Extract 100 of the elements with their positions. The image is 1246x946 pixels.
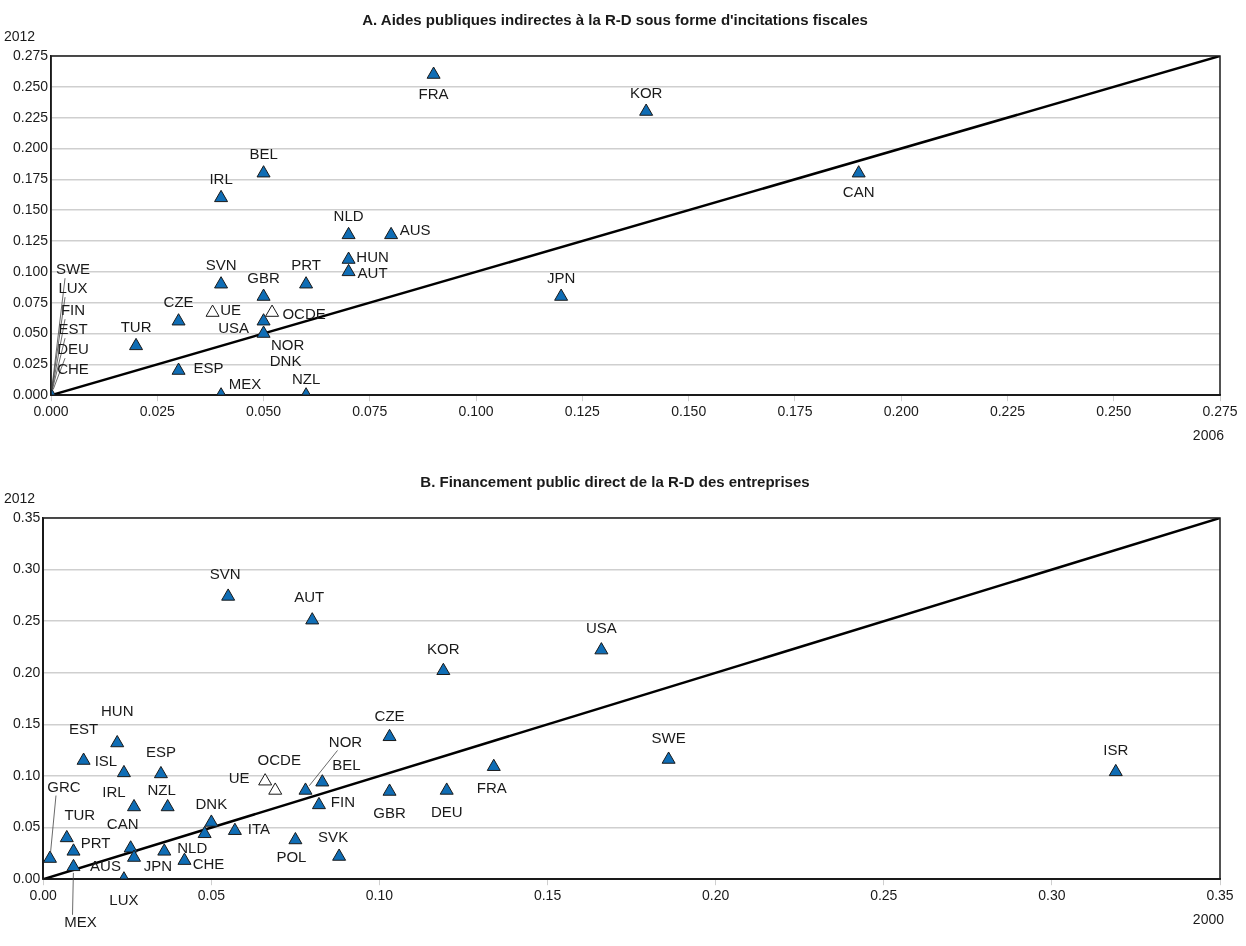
x-tick-label: 0.20 (702, 887, 730, 904)
annotation: DEU (57, 340, 89, 358)
annotation: KOR (629, 83, 663, 101)
y-tick-label: 0.100 (12, 262, 49, 279)
annotation: SVN (205, 256, 237, 274)
annotation: KOR (427, 639, 460, 657)
y-tick-label: 0.30 (13, 560, 41, 577)
y-tick-label: 0.150 (12, 201, 49, 218)
x-tick-label: 0.30 (1038, 887, 1066, 904)
x-tick-label: 0.25 (870, 887, 898, 904)
y-axis-title: 2012 (4, 489, 36, 506)
annotation: SVK (318, 827, 349, 845)
annotation: DEU (430, 802, 463, 820)
x-tick-label: 0.15 (533, 887, 562, 904)
y-tick-label: 0.000 (12, 386, 49, 403)
annotation: EST (58, 320, 88, 338)
x-tick-label: 0.000 (33, 403, 69, 420)
y-tick-label: 0.200 (12, 139, 49, 156)
annotation: SWE (651, 728, 686, 746)
x-axis-title: 2006 (1192, 427, 1225, 444)
annotation: BEL (332, 756, 361, 774)
annotation: CAN (842, 183, 875, 201)
annotation: OCDE (257, 750, 301, 768)
y-tick-label: 0.00 (13, 870, 41, 887)
y-axis-title: 2012 (4, 27, 36, 44)
annotation: AUS (399, 220, 431, 238)
annotation: PRT (80, 834, 111, 852)
y-tick-label: 0.05 (13, 818, 41, 835)
y-tick-label: 0.075 (12, 293, 49, 310)
annotation: FIN (60, 301, 86, 319)
x-tick-label: 0.125 (564, 403, 601, 420)
annotation: POL (276, 848, 307, 866)
x-tick-label: 0.275 (1202, 403, 1238, 420)
annotation: ISL (94, 752, 118, 770)
annotation: LUX (58, 279, 88, 297)
x-tick-label: 0.150 (671, 403, 707, 420)
x-tick-label: 0.025 (139, 403, 176, 420)
x-tick-label: 0.225 (989, 403, 1026, 420)
annotation: UE (220, 300, 241, 318)
y-tick-label: 0.275 (12, 46, 49, 63)
y-tick-label: 0.15 (13, 715, 41, 732)
annotation: HUN (356, 247, 389, 265)
chart-title: B. Financement public direct de la R-D des entreprises (420, 473, 810, 491)
y-tick-label: 0.050 (12, 324, 49, 341)
x-tick-label: 0.35 (1206, 887, 1234, 904)
chart-title: A. Aides publiques indirectes à la R-D sous forme d'incitations fiscales (362, 11, 868, 29)
x-tick-label: 0.075 (352, 403, 388, 420)
annotation: IRL (209, 169, 233, 187)
annotation: AUT (357, 264, 388, 281)
annotation: AUS (90, 856, 121, 874)
annotation: NOR (270, 335, 305, 353)
y-tick-label: 0.10 (13, 766, 41, 783)
annotation: ITA (247, 819, 271, 837)
annotation: AUT (294, 588, 325, 606)
annotation: MEX (228, 375, 262, 393)
annotation: NOR (328, 732, 363, 750)
y-tick-label: 0.35 (13, 508, 41, 525)
x-tick-label: 0.05 (197, 887, 226, 904)
y-tick-label: 0.25 (13, 612, 41, 629)
annotation: TUR (64, 806, 96, 824)
annotation: BEL (249, 145, 278, 163)
y-tick-label: 0.025 (12, 355, 49, 372)
annotation: EST (69, 719, 99, 737)
y-tick-label: 0.125 (12, 231, 49, 248)
annotation: DNK (269, 351, 302, 369)
x-tick-label: 0.200 (883, 403, 919, 420)
annotation: OCDE (282, 304, 326, 322)
annotation: JPN (143, 856, 173, 874)
annotation: FIN (330, 793, 356, 811)
annotation: USA (218, 319, 249, 337)
annotation: FRA (418, 84, 449, 102)
y-tick-label: 0.20 (13, 663, 41, 680)
annotation: FRA (476, 778, 507, 796)
annotation: IRL (102, 783, 126, 801)
x-tick-label: 0.100 (458, 403, 494, 420)
annotation: GBR (247, 268, 280, 286)
x-tick-label: 0.10 (365, 887, 394, 904)
annotation: NZL (147, 781, 176, 799)
y-tick-label: 0.175 (12, 170, 49, 187)
annotation: CHE (192, 854, 225, 872)
annotation: TUR (120, 318, 152, 335)
annotation: USA (585, 619, 617, 637)
annotation: ESP (193, 358, 224, 376)
x-axis-title: 2000 (1192, 911, 1225, 928)
annotation: CAN (106, 815, 139, 833)
annotation: SWE (55, 260, 91, 278)
annotation: JPN (546, 268, 576, 286)
y-tick-label: 0.250 (12, 77, 49, 94)
x-tick-label: 0.175 (777, 403, 813, 420)
y-tick-label: 0.225 (12, 108, 49, 125)
annotation: ESP (145, 743, 176, 761)
annotation: PRT (291, 256, 321, 274)
annotation: NLD (333, 206, 364, 224)
annotation: NZL (291, 370, 321, 388)
x-tick-label: 0.250 (1096, 403, 1132, 420)
annotation: NLD (177, 839, 208, 857)
annotation: HUN (100, 702, 134, 720)
annotation: CZE (163, 293, 194, 311)
x-tick-label: 0.050 (246, 403, 282, 420)
annotation: MEX (64, 912, 97, 930)
